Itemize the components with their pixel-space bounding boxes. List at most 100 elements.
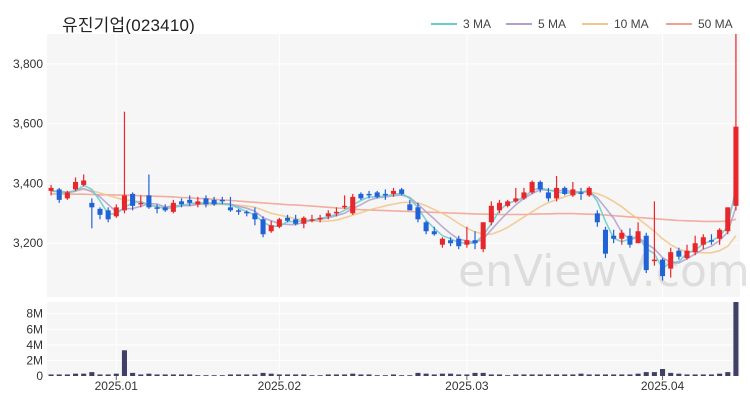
candle-body: [415, 207, 421, 220]
candle: [594, 210, 600, 227]
volume-bar: [513, 374, 519, 376]
candle-body: [138, 202, 144, 205]
candle: [260, 216, 266, 238]
volume-bar: [293, 374, 299, 376]
candle-body: [456, 238, 462, 247]
volume-bar: [562, 374, 568, 376]
candle: [399, 187, 405, 196]
candle-body: [227, 207, 233, 211]
candle-body: [513, 198, 519, 202]
candle: [195, 196, 201, 208]
candle-body: [89, 202, 95, 208]
candle-body: [439, 238, 445, 245]
volume-bar: [651, 372, 657, 376]
candle: [562, 186, 568, 196]
candle-body: [113, 207, 119, 217]
price-tick-label: 3,200: [13, 236, 43, 250]
candle-body: [178, 201, 185, 205]
candle-body: [464, 240, 470, 245]
volume-bar: [105, 374, 111, 376]
date-tick-label: 2025.01: [95, 379, 139, 393]
candle: [651, 201, 657, 266]
candle-body: [480, 222, 486, 250]
volume-bar: [668, 372, 674, 376]
legend: 3 MA 5 MA 10 MA 50 MA: [431, 17, 733, 31]
volume-bar: [415, 372, 421, 376]
candle: [431, 226, 437, 236]
candle: [390, 187, 397, 197]
candle: [284, 214, 291, 223]
candle: [643, 232, 649, 274]
volume-bar: [708, 374, 714, 376]
legend-item: 50 MA: [666, 17, 733, 31]
candle-body: [529, 181, 535, 193]
volume-bar: [260, 372, 266, 376]
candle-body: [211, 199, 217, 205]
volume-bar: [586, 374, 592, 376]
volume-bar: [154, 374, 160, 376]
volume-bar: [203, 375, 209, 376]
candle: [505, 199, 511, 208]
volume-bar: [529, 374, 535, 376]
candle: [138, 195, 144, 208]
volume-bar: [113, 373, 119, 376]
volume-bar: [366, 374, 372, 376]
candle-body: [668, 252, 674, 269]
volume-bar: [578, 373, 584, 376]
volume-bar: [431, 374, 437, 376]
candle: [684, 244, 690, 260]
candle: [73, 177, 79, 191]
legend-item: 3 MA: [431, 17, 491, 31]
candle: [415, 202, 421, 223]
candle-body: [399, 189, 405, 194]
candle-body: [97, 208, 103, 215]
candle-body: [619, 232, 625, 239]
volume-bar: [660, 368, 666, 376]
volume-bar: [505, 375, 511, 376]
volume-bar: [643, 372, 649, 376]
volume-bar: [195, 375, 201, 376]
price-tick-label: 3,600: [13, 117, 43, 131]
candle-body: [676, 250, 682, 257]
candle: [733, 34, 739, 211]
candle: [56, 187, 62, 203]
candle: [407, 199, 413, 211]
candle: [268, 220, 274, 233]
candle: [121, 111, 127, 214]
candle: [276, 217, 282, 229]
candle: [578, 187, 584, 200]
candle-body: [554, 187, 560, 199]
candle-body: [358, 193, 364, 199]
candle: [170, 199, 176, 214]
volume-bar: [48, 374, 54, 376]
volume-bar: [733, 302, 739, 376]
volume-bar: [333, 374, 339, 376]
candle: [187, 195, 193, 206]
candle-body: [692, 243, 698, 253]
volume-bar: [350, 373, 356, 376]
candle-body: [276, 219, 282, 227]
volume-bar: [390, 374, 397, 376]
candle: [48, 184, 54, 196]
candle: [692, 235, 698, 256]
volume-bar: [692, 374, 698, 376]
candle: [668, 247, 674, 278]
candle-body: [488, 205, 494, 223]
volume-tick-label: 2M: [26, 353, 43, 367]
candle: [700, 234, 706, 250]
candle: [146, 174, 152, 209]
candle-body: [578, 192, 584, 194]
candle-body: [293, 219, 299, 224]
candle: [725, 207, 731, 235]
candle: [464, 226, 470, 248]
candle: [708, 234, 714, 245]
candle-body: [219, 199, 225, 202]
candle: [472, 231, 478, 250]
volume-bar: [342, 374, 348, 376]
volume-bar: [187, 374, 193, 376]
candle-body: [301, 217, 307, 224]
volume-bar: [448, 373, 454, 376]
candle: [81, 174, 87, 187]
candle-body: [708, 240, 714, 242]
